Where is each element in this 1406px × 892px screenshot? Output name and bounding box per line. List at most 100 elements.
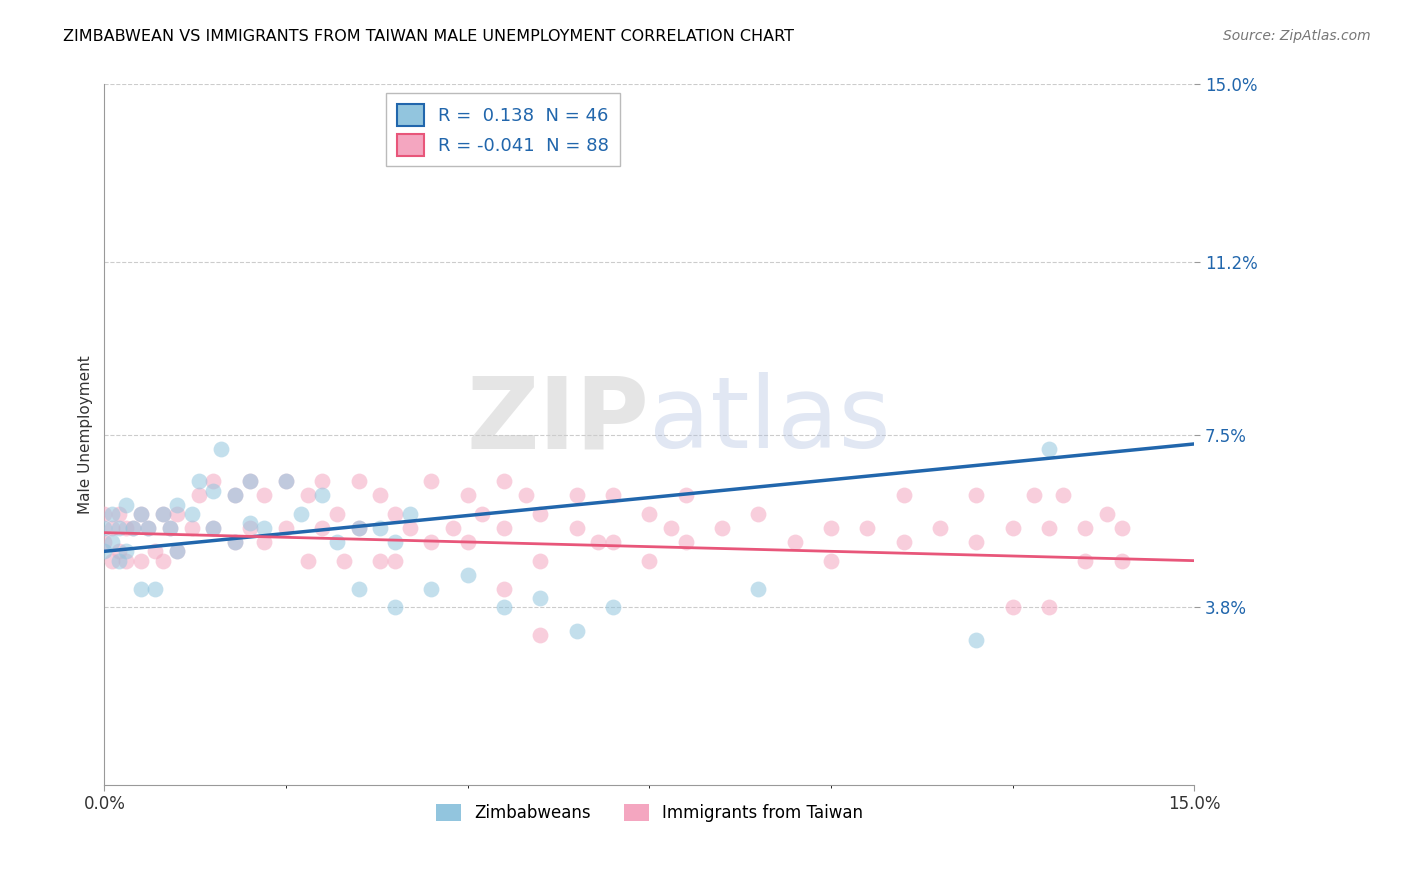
- Point: [100, 521, 122, 535]
- Point: [129, 554, 152, 568]
- Point: [675, 488, 697, 502]
- Point: [129, 507, 152, 521]
- Point: [93, 535, 115, 549]
- Point: [180, 507, 202, 521]
- Point: [122, 521, 145, 535]
- Point: [1038, 521, 1060, 535]
- Point: [93, 507, 115, 521]
- Point: [1001, 600, 1024, 615]
- Point: [115, 554, 138, 568]
- Point: [115, 521, 138, 535]
- Point: [398, 507, 420, 521]
- Point: [239, 516, 262, 531]
- Legend: Zimbabweans, Immigrants from Taiwan: Zimbabweans, Immigrants from Taiwan: [429, 797, 870, 829]
- Point: [965, 633, 987, 648]
- Point: [1038, 442, 1060, 456]
- Point: [965, 488, 987, 502]
- Point: [370, 521, 392, 535]
- Point: [893, 535, 915, 549]
- Point: [93, 544, 115, 558]
- Point: [274, 475, 297, 489]
- Point: [253, 521, 276, 535]
- Point: [529, 554, 551, 568]
- Point: [602, 488, 624, 502]
- Point: [384, 554, 406, 568]
- Point: [492, 582, 515, 596]
- Point: [152, 554, 174, 568]
- Point: [675, 535, 697, 549]
- Point: [180, 521, 202, 535]
- Point: [565, 521, 588, 535]
- Point: [152, 507, 174, 521]
- Point: [326, 535, 349, 549]
- Point: [820, 554, 842, 568]
- Point: [1024, 488, 1046, 502]
- Point: [384, 600, 406, 615]
- Point: [1052, 488, 1074, 502]
- Point: [311, 521, 333, 535]
- Point: [457, 535, 479, 549]
- Point: [253, 535, 276, 549]
- Point: [1001, 521, 1024, 535]
- Point: [565, 488, 588, 502]
- Point: [638, 554, 661, 568]
- Point: [297, 554, 319, 568]
- Point: [420, 475, 443, 489]
- Point: [492, 475, 515, 489]
- Point: [492, 521, 515, 535]
- Point: [1074, 521, 1097, 535]
- Point: [224, 535, 246, 549]
- Point: [529, 591, 551, 605]
- Point: [747, 507, 769, 521]
- Text: Source: ZipAtlas.com: Source: ZipAtlas.com: [1223, 29, 1371, 43]
- Point: [166, 507, 188, 521]
- Point: [457, 567, 479, 582]
- Point: [209, 442, 232, 456]
- Point: [588, 535, 610, 549]
- Point: [347, 521, 370, 535]
- Point: [515, 488, 537, 502]
- Point: [187, 488, 209, 502]
- Point: [100, 507, 122, 521]
- Point: [747, 582, 769, 596]
- Text: ZIMBABWEAN VS IMMIGRANTS FROM TAIWAN MALE UNEMPLOYMENT CORRELATION CHART: ZIMBABWEAN VS IMMIGRANTS FROM TAIWAN MAL…: [63, 29, 794, 44]
- Point: [239, 475, 262, 489]
- Point: [529, 628, 551, 642]
- Point: [398, 521, 420, 535]
- Point: [384, 507, 406, 521]
- Point: [326, 507, 349, 521]
- Point: [115, 544, 138, 558]
- Point: [384, 535, 406, 549]
- Point: [274, 521, 297, 535]
- Point: [202, 475, 225, 489]
- Point: [711, 521, 734, 535]
- Point: [159, 521, 181, 535]
- Point: [370, 554, 392, 568]
- Point: [820, 521, 842, 535]
- Point: [297, 488, 319, 502]
- Point: [565, 624, 588, 638]
- Point: [136, 521, 159, 535]
- Point: [136, 521, 159, 535]
- Point: [166, 498, 188, 512]
- Point: [224, 488, 246, 502]
- Point: [1095, 507, 1118, 521]
- Point: [253, 488, 276, 502]
- Point: [108, 521, 131, 535]
- Point: [1074, 554, 1097, 568]
- Point: [224, 535, 246, 549]
- Point: [333, 554, 356, 568]
- Text: ZIP: ZIP: [467, 372, 650, 469]
- Y-axis label: Male Unemployment: Male Unemployment: [79, 355, 93, 514]
- Point: [1111, 554, 1133, 568]
- Point: [856, 521, 879, 535]
- Point: [420, 582, 443, 596]
- Point: [100, 535, 122, 549]
- Point: [638, 507, 661, 521]
- Point: [224, 488, 246, 502]
- Point: [471, 507, 494, 521]
- Point: [347, 521, 370, 535]
- Point: [129, 507, 152, 521]
- Point: [122, 521, 145, 535]
- Point: [492, 600, 515, 615]
